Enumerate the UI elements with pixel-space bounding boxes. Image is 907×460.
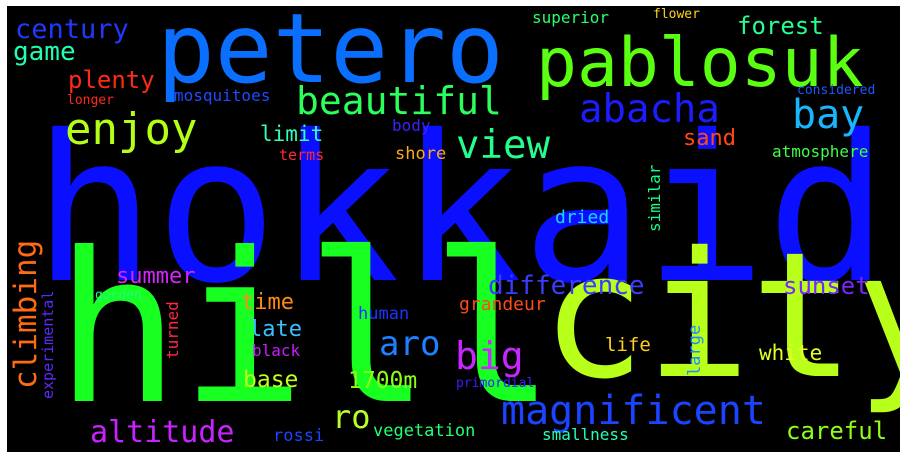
word-altitude: altitude	[90, 415, 235, 450]
word-city: city	[541, 215, 900, 418]
word-shore: shore	[395, 144, 447, 164]
word-hill: hill	[55, 209, 556, 451]
word-smallness: smallness	[542, 425, 629, 444]
word-black: black	[252, 341, 301, 360]
word-garden: garden	[95, 288, 142, 303]
word-considered: considered	[797, 83, 876, 98]
word-hokkaido: hokkaido	[33, 92, 900, 328]
word-grandeur: grandeur	[459, 294, 546, 315]
word-turned: turned	[163, 301, 182, 359]
word-magnificent: magnificent	[501, 388, 766, 434]
word-forest: forest	[737, 12, 824, 40]
word-body: body	[392, 116, 431, 135]
word-large: large	[685, 324, 705, 376]
word-experimental: experimental	[39, 290, 57, 399]
word-terms: terms	[279, 146, 325, 164]
word-beautiful: beautiful	[296, 79, 502, 123]
word-bay: bay	[792, 92, 865, 138]
word-atmosphere: atmosphere	[772, 142, 869, 161]
word-sand: sand	[683, 126, 736, 151]
word-white: white	[759, 341, 823, 365]
word-base: base	[243, 367, 299, 393]
word-century: century	[15, 14, 129, 45]
word-1700m: 1700m	[348, 368, 418, 394]
word-rossi: rossi	[273, 426, 325, 446]
word-human: human	[358, 304, 410, 324]
word-view: view	[456, 123, 550, 168]
word-superior: superior	[532, 8, 610, 27]
word-longer: longer	[67, 93, 114, 108]
word-flower: flower	[653, 7, 700, 22]
word-limit: limit	[260, 122, 324, 146]
word-enjoy: enjoy	[65, 104, 198, 155]
word-abacha: abacha	[579, 87, 720, 132]
word-mosquitoes: mosquitoes	[174, 86, 271, 105]
word-difference: difference	[488, 271, 645, 301]
word-late: late	[249, 317, 302, 342]
word-aro: aro	[379, 324, 441, 364]
word-pablosuk: pablosuk	[536, 24, 864, 103]
word-primordial: primordial	[456, 376, 535, 391]
word-time: time	[241, 290, 294, 315]
word-dried: dried	[555, 207, 610, 228]
word-similar: similar	[645, 164, 664, 232]
word-big: big	[455, 334, 524, 378]
word-vegetation: vegetation	[373, 421, 476, 441]
word-game: game	[13, 37, 76, 67]
word-careful: careful	[786, 417, 888, 445]
word-petero: petero	[157, 6, 504, 105]
word-ro: ro	[332, 398, 371, 436]
word-cloud: hokkaido hill city petero pablosuk magni…	[7, 6, 900, 452]
word-life: life	[605, 334, 651, 356]
word-sunset: sunset	[783, 272, 870, 300]
word-plenty: plenty	[68, 66, 155, 94]
word-climbing: climbing	[8, 239, 44, 389]
word-summer: summer	[116, 264, 196, 289]
